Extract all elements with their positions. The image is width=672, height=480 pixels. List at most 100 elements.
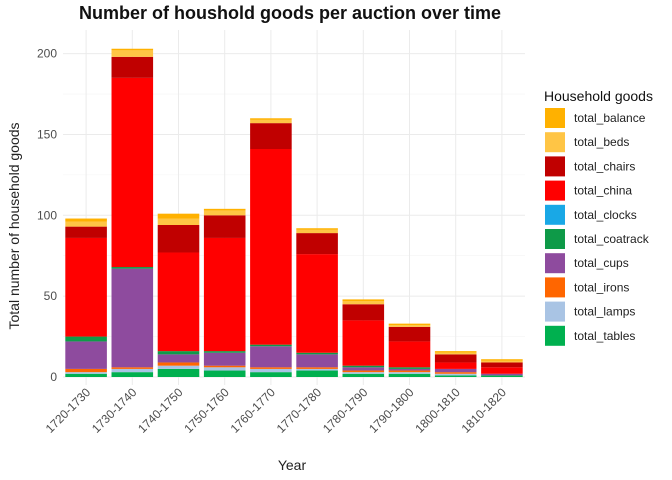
bar-segment-total_coatrack [65,336,107,342]
legend-label: total_cups [574,256,629,270]
y-tick-label: 150 [37,127,57,141]
y-axis-ticks: 0 50 100 150 200 [37,47,57,384]
bar-segment-total_tables [434,375,477,377]
legend-label: total_lamps [574,305,635,319]
bar-segment-total_coatrack [388,367,431,369]
bar-segment-total_china [111,77,154,268]
y-axis-title: Total number of household goods [6,122,22,329]
bar-segment-total_cups [296,354,338,368]
bar-segment-total_irons [250,367,292,369]
x-tick-label: 1790-1800 [366,385,417,436]
y-tick-label: 100 [37,208,57,222]
bar-segment-total_irons [296,367,338,369]
bar-segment-total_coatrack [296,352,338,355]
legend: Household goods total_balance total_bedst… [544,88,653,346]
bar-segment-total_lamps [65,372,107,374]
bar-segment-total_china [157,252,200,352]
bar-segment-total_china [388,341,431,368]
bar-segment-total_china [342,320,385,366]
bar-segment-total_balance [157,213,200,219]
bar-segment-total_lamps [203,367,246,371]
bar-segment-total_lamps [157,365,200,369]
x-tick-label: 1770-1780 [274,385,325,436]
x-tick-label: 1730-1740 [89,385,140,436]
bar-segment-total_balance [342,299,385,302]
bars [65,48,523,377]
bar-segment-total_chairs [481,362,523,368]
bar-segment-total_chairs [65,226,107,238]
bar-segment-total_tables [250,372,292,377]
x-tick-label: 1760-1770 [228,385,279,436]
bar-segment-total_irons [65,368,107,373]
x-tick-label: 1750-1760 [181,385,232,436]
y-tick-label: 0 [50,370,57,384]
bar-segment-total_chairs [388,326,431,342]
bar-segment-total_cups [434,368,477,373]
bar-segment-total_balance [203,208,246,211]
y-tick-label: 50 [44,289,58,303]
legend-swatch-total_tables [545,325,565,346]
bar-segment-total_cups [388,368,431,371]
legend-swatch-total_coatrack [545,229,565,249]
legend-label: total_clocks [574,208,637,222]
legend-title: Household goods [544,88,653,104]
bar-segment-total_cups [157,354,200,363]
bar-segment-total_chairs [250,123,292,150]
bar-segment-total_beds [157,218,200,226]
x-tick-label: 1720-1730 [43,385,94,436]
bar-segment-total_irons [388,370,431,373]
bar-segment-total_chairs [111,56,154,78]
bar-segment-total_chairs [342,304,385,321]
bar-segment-total_tables [388,373,431,377]
bar-segment-total_balance [296,228,338,230]
bar-segment-total_tables [203,370,246,377]
bar-segment-total_balance [65,218,107,222]
bar-segment-total_china [434,362,477,369]
bar-segment-total_beds [203,210,246,216]
bar-segment-total_beds [65,221,107,227]
bar-segment-total_irons [157,362,200,366]
bar-segment-total_balance [481,359,523,361]
legend-swatch-total_chairs [545,156,565,177]
bar-segment-total_china [296,254,338,353]
legend-label: total_irons [574,280,629,294]
legend-swatch-total_balance [545,108,565,128]
legend-swatch-total_cups [545,253,565,274]
bar-segment-total_tables [157,368,200,377]
bar-segment-total_china [65,237,107,337]
bar-segment-total_tables [111,372,154,377]
bar-segment-total_coatrack [157,351,200,355]
bar-segment-total_balance [111,48,154,51]
bar-segment-total_irons [434,372,477,374]
bar-segment-total_tables [342,373,385,377]
bar-segment-total_beds [388,325,431,327]
bar-segment-total_cups [250,346,292,368]
bar-segment-total_balance [388,323,431,326]
bar-segment-total_balance [434,351,477,353]
legend-label: total_tables [574,329,635,343]
bar-segment-total_tables [296,370,338,377]
x-tick-label: 1810-1820 [459,385,510,436]
bar-segment-total_beds [342,301,385,305]
bar-segment-total_lamps [434,373,477,376]
bar-segment-total_china [250,149,292,345]
bar-segment-total_cups [111,268,154,368]
bar-segment-total_coatrack [250,344,292,347]
bar-segment-total_cups [65,341,107,369]
bar-segment-total_irons [342,370,385,373]
x-tick-label: 1780-1790 [320,385,371,436]
bar-segment-total_beds [481,360,523,363]
legend-label: total_beds [574,135,629,149]
bar-segment-total_china [203,237,246,352]
bar-segment-total_chairs [203,215,246,238]
x-axis-title: Year [278,457,307,473]
x-axis-ticks: 1720-17301730-17401740-17501750-17601760… [43,385,510,436]
bar-segment-total_irons [111,367,154,369]
bar-segment-total_lamps [342,372,385,374]
bar-segment-total_coatrack [111,267,154,269]
bar-segment-total_coatrack [342,365,385,368]
legend-label: total_coatrack [574,232,650,246]
bar-segment-total_lamps [250,368,292,373]
bar-segment-total_tables [481,375,523,377]
